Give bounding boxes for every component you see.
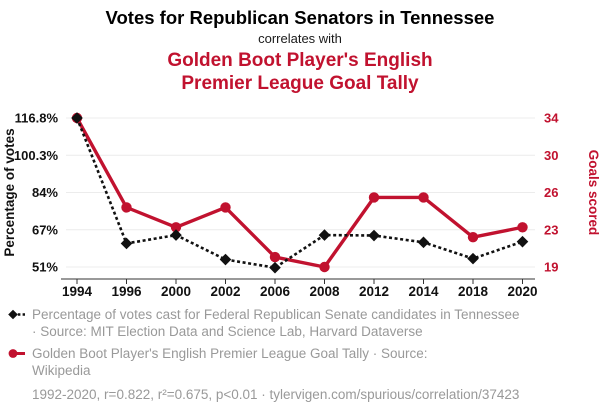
chart-title-secondary-line2: Premier League Goal Tally (181, 73, 419, 94)
legend-item-votes: Percentage of votes cast for Federal Rep… (8, 306, 590, 340)
goals-data-point (170, 222, 182, 233)
votes-data-point (516, 235, 529, 248)
right-axis-tick-label: 34 (544, 111, 559, 126)
goals-data-point (220, 202, 231, 213)
x-axis-tick-label: 1996 (111, 284, 142, 299)
legend-item-goals: Golden Boot Player's English Premier Lea… (8, 345, 590, 379)
votes-data-point (368, 229, 380, 242)
goals-data-point (319, 261, 330, 273)
right-axis-tick-label: 23 (544, 222, 558, 237)
right-axis-tick-label: 30 (544, 148, 558, 163)
votes-data-point (417, 236, 430, 249)
left-axis-tick-label: 116.8% (15, 111, 59, 126)
right-axis-tick-label: 19 (544, 260, 558, 275)
goals-data-point (368, 192, 380, 203)
x-axis-tick-label: 2012 (359, 284, 389, 299)
legend-votes-text: Percentage of votes cast for Federal Rep… (32, 306, 520, 340)
legend: Percentage of votes cast for Federal Rep… (0, 301, 600, 403)
chart-header: Votes for Republican Senators in Tenness… (0, 0, 600, 95)
diamond-dotted-marker-icon (8, 309, 25, 320)
votes-data-point (467, 252, 479, 265)
goals-data-point (269, 251, 281, 263)
x-axis-tick-label: 2002 (210, 284, 240, 299)
legend-goals-line1: Golden Boot Player's English Premier Lea… (32, 346, 428, 361)
x-axis-tick-label: 2018 (458, 284, 489, 299)
left-axis-title: Percentage of votes (2, 128, 17, 256)
x-axis-tick-label: 2008 (309, 284, 340, 299)
chart-title-secondary-line1: Golden Boot Player's English (167, 50, 433, 71)
right-axis-title: Goals scored (586, 150, 600, 236)
chart-title: Votes for Republican Senators in Tenness… (105, 7, 495, 28)
legend-votes-line2: · Source: MIT Election Data and Science … (32, 324, 423, 339)
goals-data-point (517, 222, 528, 233)
votes-data-point (318, 229, 331, 241)
votes-data-point (71, 112, 83, 124)
chart-title-secondary: Golden Boot Player's English Premier Lea… (0, 49, 600, 95)
right-axis-tick-label: 26 (544, 185, 558, 200)
goals-series-line (75, 117, 523, 269)
x-axis-tick-label: 2006 (260, 284, 291, 299)
x-axis-tick-label: 2020 (507, 284, 537, 299)
x-axis-tick-label: 2014 (408, 284, 439, 299)
plot-area: 1994 1996 2000 2002 2006 2008 2012 2014 2018 2020… (2, 111, 600, 300)
legend-goals-line2: Wikipedia (32, 363, 91, 378)
votes-data-point (120, 237, 133, 250)
goals-data-point (467, 232, 479, 243)
x-axis-tick-label: 1994 (62, 284, 93, 299)
x-axis-tick-label: 2000 (161, 284, 191, 299)
votes-data-point (170, 229, 182, 241)
left-axis-tick-label: 67% (32, 222, 58, 237)
legend-goals-text: Golden Boot Player's English Premier Lea… (32, 345, 428, 379)
left-axis-tick-label: 84% (32, 185, 58, 200)
legend-votes-line1: Percentage of votes cast for Federal Rep… (32, 307, 520, 322)
left-axis-tick-label: 100.3% (14, 148, 59, 163)
stats-footer: 1992-2020, r=0.822, r²=0.675, p<0.01 · t… (32, 387, 520, 402)
goals-data-point (418, 192, 429, 203)
votes-data-point (219, 253, 232, 266)
votes-data-point (269, 261, 281, 274)
circle-solid-marker-icon (8, 349, 25, 358)
left-axis-tick-label: 51% (32, 260, 58, 275)
goals-data-point (121, 202, 132, 213)
correlates-with-label: correlates with (258, 31, 342, 46)
votes-series-line (75, 117, 523, 269)
